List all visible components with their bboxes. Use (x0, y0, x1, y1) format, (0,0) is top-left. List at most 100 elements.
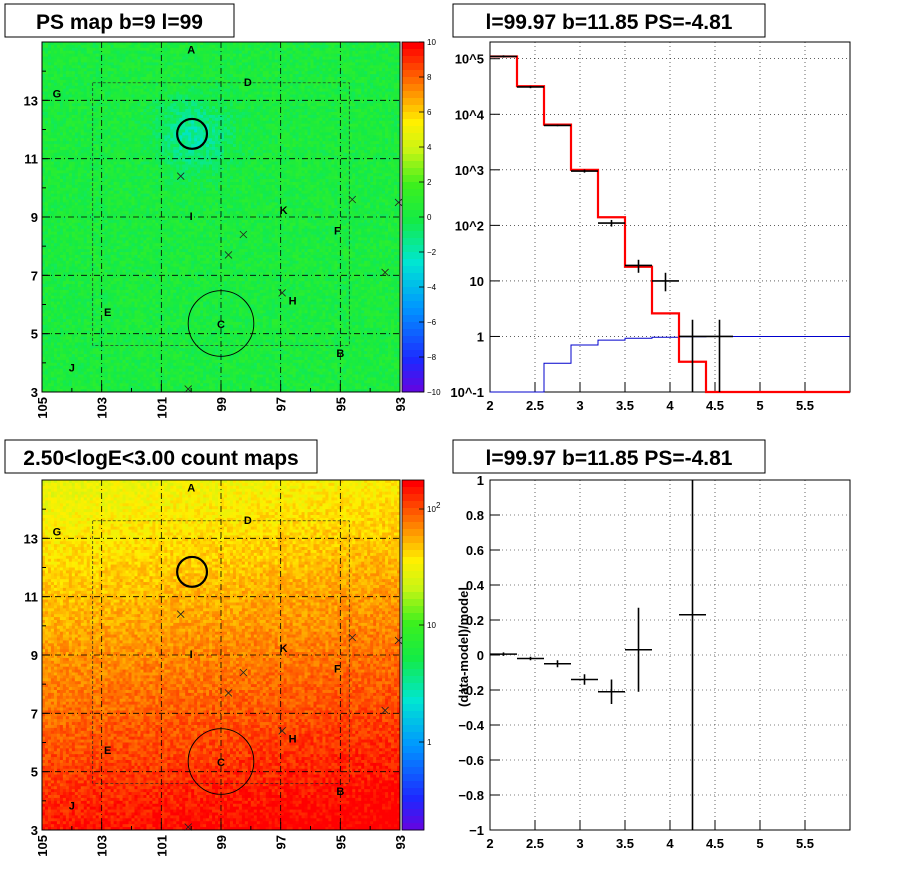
heatmap-cell (281, 130, 284, 133)
heatmap-cell (206, 83, 209, 86)
heatmap-cell (302, 60, 305, 63)
heatmap-cell (287, 109, 290, 112)
heatmap-cell (334, 103, 337, 106)
heatmap-cell (45, 147, 48, 150)
heatmap-cell (173, 77, 176, 80)
heatmap-cell (78, 71, 81, 74)
heatmap-cell (111, 132, 114, 135)
heatmap-cell (143, 95, 146, 98)
heatmap-cell (66, 68, 69, 71)
heatmap-cell (358, 95, 361, 98)
heatmap-cell (123, 57, 126, 60)
heatmap-cell (176, 60, 179, 63)
heatmap-cell (84, 115, 87, 118)
heatmap-cell (227, 162, 230, 165)
heatmap-cell (209, 48, 212, 51)
heatmap-cell (215, 48, 218, 51)
heatmap-cell (48, 57, 51, 60)
heatmap-cell (290, 68, 293, 71)
heatmap-cell (215, 132, 218, 135)
heatmap-cell (239, 135, 242, 138)
heatmap-cell (284, 71, 287, 74)
heatmap-cell (93, 141, 96, 144)
heatmap-cell (161, 124, 164, 127)
heatmap-cell (212, 54, 215, 57)
heatmap-cell (149, 48, 152, 51)
heatmap-cell (340, 71, 343, 74)
heatmap-cell (45, 144, 48, 147)
heatmap-cell (129, 150, 132, 153)
heatmap-cell (385, 80, 388, 83)
heatmap-cell (48, 65, 51, 68)
heatmap-cell (170, 103, 173, 106)
heatmap-cell (233, 124, 236, 127)
heatmap-cell (328, 153, 331, 156)
heatmap-cell (266, 89, 269, 92)
heatmap-cell (367, 130, 370, 133)
heatmap-cell (325, 109, 328, 112)
heatmap-cell (42, 112, 45, 115)
heatmap-cell (373, 130, 376, 133)
heatmap-cell (305, 103, 308, 106)
heatmap-cell (221, 118, 224, 121)
heatmap-cell (75, 77, 78, 80)
heatmap-cell (155, 121, 158, 124)
heatmap-cell (334, 159, 337, 162)
heatmap-cell (87, 65, 90, 68)
heatmap-cell (349, 147, 352, 150)
heatmap-cell (275, 106, 278, 109)
heatmap-cell (69, 92, 72, 95)
heatmap-cell (188, 65, 191, 68)
heatmap-cell (334, 86, 337, 89)
heatmap-cell (275, 100, 278, 103)
heatmap-cell (173, 60, 176, 63)
heatmap-cell (218, 48, 221, 51)
heatmap-cell (161, 153, 164, 156)
heatmap-cell (221, 103, 224, 106)
heatmap-cell (299, 62, 302, 65)
heatmap-cell (236, 144, 239, 147)
heatmap-cell (263, 74, 266, 77)
heatmap-cell (379, 141, 382, 144)
heatmap-cell (361, 45, 364, 48)
heatmap-cell (319, 115, 322, 118)
heatmap-cell (209, 89, 212, 92)
heatmap-cell (155, 45, 158, 48)
heatmap-cell (287, 141, 290, 144)
heatmap-cell (343, 138, 346, 141)
heatmap-cell (200, 112, 203, 115)
heatmap-cell (394, 100, 397, 103)
heatmap-cell (63, 80, 66, 83)
heatmap-cell (373, 147, 376, 150)
heatmap-cell (149, 77, 152, 80)
heatmap-cell (382, 77, 385, 80)
heatmap-cell (394, 74, 397, 77)
heatmap-cell (149, 106, 152, 109)
heatmap-cell (170, 150, 173, 153)
heatmap-cell (299, 150, 302, 153)
heatmap-cell (188, 83, 191, 86)
heatmap-cell (325, 57, 328, 60)
heatmap-cell (349, 130, 352, 133)
heatmap-cell (60, 83, 63, 86)
heatmap-cell (349, 89, 352, 92)
heatmap-cell (137, 51, 140, 54)
heatmap-cell (376, 144, 379, 147)
heatmap-cell (114, 100, 117, 103)
heatmap-cell (126, 132, 129, 135)
heatmap-cell (126, 83, 129, 86)
heatmap-cell (245, 109, 248, 112)
heatmap-cell (140, 147, 143, 150)
heatmap-cell (394, 138, 397, 141)
heatmap-cell (108, 141, 111, 144)
heatmap-cell (173, 95, 176, 98)
heatmap-cell (120, 138, 123, 141)
heatmap-cell (391, 83, 394, 86)
heatmap-cell (293, 124, 296, 127)
heatmap-cell (137, 144, 140, 147)
heatmap-cell (248, 62, 251, 65)
heatmap-cell (334, 106, 337, 109)
heatmap-cell (194, 77, 197, 80)
heatmap-cell (263, 124, 266, 127)
heatmap-cell (143, 100, 146, 103)
